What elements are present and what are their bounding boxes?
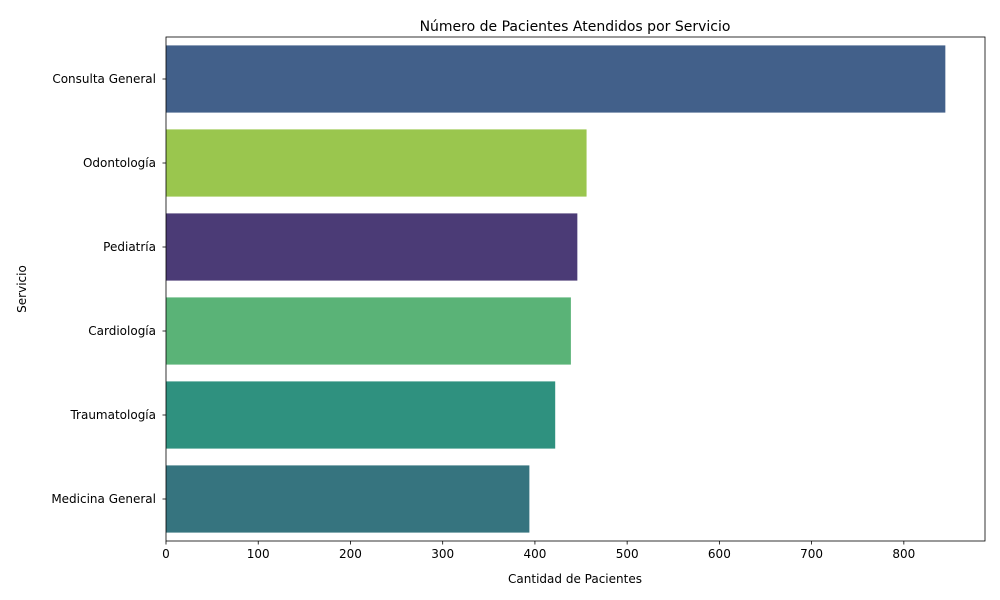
x-tick-label: 400 [523, 547, 546, 561]
y-tick-label: Odontología [83, 156, 156, 170]
plot-frame [165, 36, 986, 542]
x-tick-label: 500 [616, 547, 639, 561]
y-tick-label: Pediatría [103, 240, 156, 254]
y-tick-label: Medicina General [51, 492, 156, 506]
bar [166, 45, 946, 113]
bar [166, 381, 556, 449]
chart-title: Número de Pacientes Atendidos por Servic… [420, 19, 731, 35]
x-axis-title: Cantidad de Pacientes [508, 572, 642, 586]
y-tick-label: Traumatología [69, 408, 156, 422]
x-tick-label: 700 [800, 547, 823, 561]
x-tick-label: 100 [247, 547, 270, 561]
y-tick-label: Consulta General [52, 72, 156, 86]
bar [166, 465, 530, 533]
bar [166, 213, 578, 281]
x-tick-label: 800 [892, 547, 915, 561]
x-axis-ticks: 0 100 200 300 400 500 600 700 800 [162, 541, 915, 561]
x-tick-label: 200 [339, 547, 362, 561]
y-axis-ticks: Consulta General Odontología Pediatría Card… [51, 72, 166, 506]
y-tick-label: Cardiología [88, 324, 156, 338]
x-tick-label: 0 [162, 547, 170, 561]
x-tick-label: 300 [431, 547, 454, 561]
bars-layer [166, 45, 946, 533]
x-tick-label: 600 [708, 547, 731, 561]
y-axis-title: Servicio [15, 265, 29, 313]
bar [166, 129, 587, 197]
bar [166, 297, 571, 365]
